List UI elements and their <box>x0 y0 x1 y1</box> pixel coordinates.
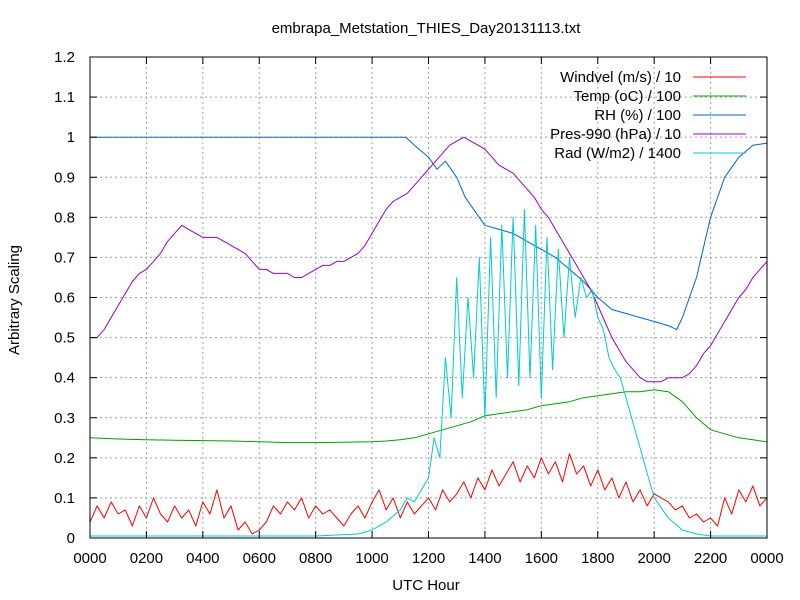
x-tick-label: 0600 <box>243 550 276 567</box>
series-line-windvel-m-s-10 <box>89 453 768 535</box>
x-tick-label: 1600 <box>525 550 558 567</box>
y-tick-label: 0.9 <box>54 169 75 186</box>
legend-label: Windvel (m/s) / 10 <box>560 69 681 86</box>
x-tick-label: 2200 <box>694 550 727 567</box>
x-tick-label: 1400 <box>468 550 501 567</box>
legend-label: Pres-990 (hPa) / 10 <box>550 126 681 143</box>
y-tick-label: 0 <box>67 530 75 547</box>
x-tick-label: 1000 <box>355 550 388 567</box>
legend-label: Rad (W/m2) / 1400 <box>554 145 681 162</box>
x-tick-label: 1800 <box>581 550 614 567</box>
legend-item: Windvel (m/s) / 10 <box>560 69 746 86</box>
y-tick-label: 0.5 <box>54 330 75 347</box>
y-tick-label: 1 <box>67 129 75 146</box>
x-tick-label: 2000 <box>637 550 670 567</box>
y-axis-label: Arbitrary Scaling <box>6 245 23 355</box>
legend-item: Rad (W/m2) / 1400 <box>554 145 746 162</box>
y-tick-label: 1.1 <box>54 89 75 106</box>
legend-label: RH (%) / 100 <box>594 107 681 124</box>
legend: Windvel (m/s) / 10 Temp (oC) / 100 RH (%) … <box>550 69 746 162</box>
series-line-rad-w-m2-1400 <box>90 208 767 537</box>
y-tick-label: 0.7 <box>54 249 75 266</box>
series-line-rh-100 <box>90 136 768 331</box>
legend-item: RH (%) / 100 <box>594 107 746 124</box>
y-tick-label: 0.3 <box>54 410 75 427</box>
x-tick-label: 0400 <box>186 550 219 567</box>
y-tick-label: 0.8 <box>54 209 75 226</box>
x-tick-label: 0000 <box>750 550 783 567</box>
x-tick-label: 0800 <box>299 550 332 567</box>
legend-item: Temp (oC) / 100 <box>573 88 746 105</box>
x-tick-label: 0000 <box>73 550 106 567</box>
y-tick-label: 0.2 <box>54 450 75 467</box>
series-group <box>89 136 768 537</box>
series-line-temp-oc-100 <box>89 389 768 444</box>
x-tick-label: 0200 <box>130 550 163 567</box>
y-tick-label: 0.6 <box>54 290 75 307</box>
chart-title: embrapa_Metstation_THIES_Day20131113.txt <box>272 20 582 37</box>
y-tick-label: 0.1 <box>54 490 75 507</box>
y-tick-label: 1.2 <box>54 49 75 66</box>
y-tick-label: 0.4 <box>54 370 75 387</box>
legend-item: Pres-990 (hPa) / 10 <box>550 126 746 143</box>
axis-ticks: 0 0.1 0.2 0.3 0.4 0.5 0.6 0.7 0.8 0.9 1 1.1 1.2 0000 0… <box>54 49 784 567</box>
x-tick-label: 1200 <box>412 550 445 567</box>
series-line-pres-990-hpa-10 <box>90 136 768 383</box>
x-axis-label: UTC Hour <box>392 577 460 594</box>
legend-label: Temp (oC) / 100 <box>573 88 681 105</box>
